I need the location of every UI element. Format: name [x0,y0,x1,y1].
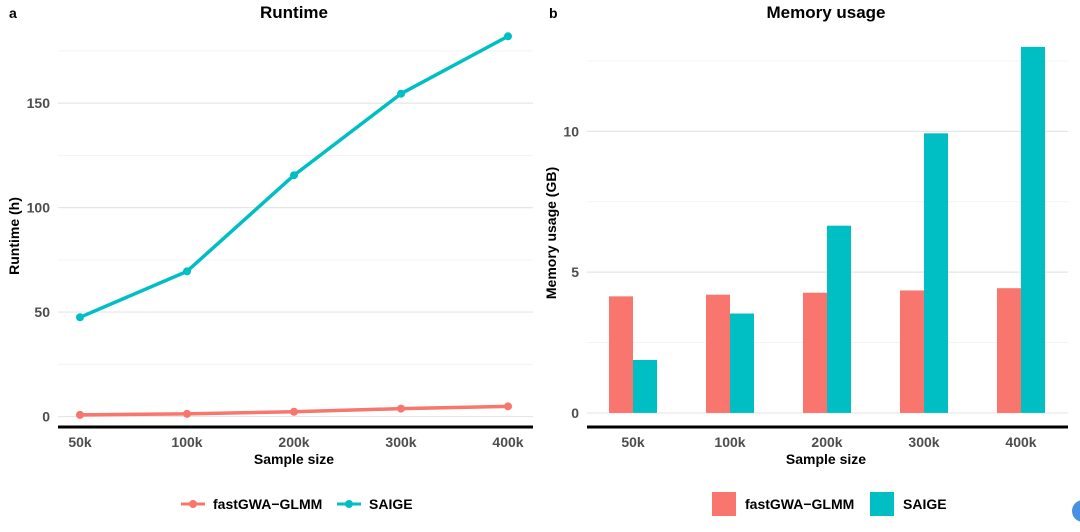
panel-letter-a: a [9,5,17,21]
help-bubble-icon[interactable] [1072,500,1080,522]
runtime-y-tick-150: 150 [27,95,51,111]
runtime-y-tick-50: 50 [34,304,50,320]
memory-chart-title: Memory usage [766,3,885,22]
runtime-y-tick-100: 100 [27,200,51,216]
memory-bar-saige-50k [633,359,657,413]
memory-x-tick-300k: 300k [908,434,939,450]
memory-bar-saige-300k [924,133,948,413]
runtime-y-tick-labels: 0 50 100 150 [27,95,51,424]
memory-x-tick-100k: 100k [714,434,745,450]
memory-bar-fastgwa-glmm-50k [609,296,633,413]
memory-y-axis-title: Memory usage (GB) [543,167,559,299]
memory-y-tick-labels: 0 5 10 [563,123,579,421]
runtime-point-saige-100k [183,267,191,276]
memory-bar-saige-400k [1021,46,1045,413]
runtime-gridlines [58,50,533,418]
runtime-point-saige-200k [290,171,298,180]
memory-legend: fastGWA−GLMM SAIGE [712,492,947,516]
memory-y-tick-5: 5 [571,264,579,280]
runtime-point-saige-300k [397,89,405,98]
runtime-legend-marker-saige [345,500,353,508]
memory-y-tick-10: 10 [563,123,579,139]
memory-legend-key-saige [870,492,894,516]
runtime-legend-label-saige: SAIGE [369,496,413,512]
runtime-y-axis-title: Runtime (h) [6,197,22,275]
runtime-point-saige-50k [76,313,84,322]
memory-bar-fastgwa-glmm-400k [997,288,1021,413]
runtime-point-fastgwa-glmm-100k [183,409,191,418]
runtime-point-fastgwa-glmm-300k [397,404,405,413]
memory-bars [609,46,1045,413]
memory-bar-saige-100k [730,313,754,413]
runtime-x-tick-50k: 50k [68,434,92,450]
runtime-x-tick-300k: 300k [385,434,416,450]
runtime-x-tick-100k: 100k [171,434,202,450]
runtime-y-tick-0: 0 [42,409,50,425]
memory-x-tick-400k: 400k [1005,434,1036,450]
memory-x-axis-title: Sample size [786,451,866,467]
runtime-legend-label-fastgwa: fastGWA−GLMM [213,496,322,512]
runtime-point-fastgwa-glmm-400k [504,402,512,411]
memory-y-tick-0: 0 [571,405,579,421]
runtime-legend: fastGWA−GLMM SAIGE [181,496,413,512]
runtime-x-tick-400k: 400k [492,434,523,450]
runtime-chart-title: Runtime [260,3,328,22]
runtime-series [76,32,512,419]
memory-bar-fastgwa-glmm-100k [706,294,730,413]
runtime-x-tick-labels: 50k 100k 200k 300k 400k [68,434,523,450]
memory-x-tick-200k: 200k [811,434,842,450]
panel-letter-b: b [549,5,558,21]
runtime-legend-marker-fastgwa [189,500,197,508]
memory-bar-saige-200k [827,225,851,413]
memory-x-tick-labels: 50k 100k 200k 300k 400k [621,434,1036,450]
memory-legend-key-fastgwa [712,492,736,516]
memory-bar-fastgwa-glmm-200k [803,292,827,413]
runtime-point-saige-400k [504,32,512,41]
runtime-point-fastgwa-glmm-50k [76,410,84,419]
memory-bar-fastgwa-glmm-300k [900,290,924,413]
runtime-x-axis-title: Sample size [254,451,334,467]
runtime-point-fastgwa-glmm-200k [290,407,298,416]
memory-legend-label-fastgwa: fastGWA−GLMM [745,496,854,512]
memory-x-tick-50k: 50k [621,434,645,450]
memory-legend-label-saige: SAIGE [903,496,947,512]
runtime-x-tick-200k: 200k [278,434,309,450]
